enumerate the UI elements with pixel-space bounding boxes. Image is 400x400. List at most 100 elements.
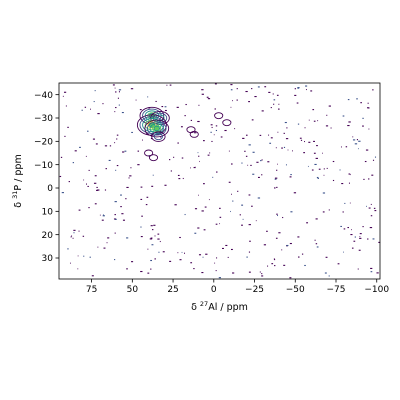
noise-point (261, 273, 263, 275)
noise-point (90, 108, 91, 110)
noise-point (85, 155, 87, 157)
noise-point (274, 259, 276, 261)
noise-point (130, 88, 134, 90)
noise-point (274, 177, 278, 179)
noise-point (152, 174, 154, 176)
x-tick-label: 0 (211, 285, 217, 295)
noise-point (208, 198, 210, 201)
noise-point (323, 168, 325, 170)
noise-point (131, 261, 134, 263)
noise-point (232, 200, 234, 202)
noise-point (297, 87, 300, 89)
noise-point (201, 210, 204, 212)
noise-point (261, 159, 263, 161)
noise-point (328, 275, 330, 277)
noise-point (137, 164, 140, 166)
noise-point (64, 135, 66, 137)
noise-point (283, 146, 286, 148)
noise-point (299, 137, 302, 139)
noise-point (230, 89, 233, 91)
noise-point (121, 213, 124, 215)
noise-point (103, 247, 106, 249)
noise-point (205, 253, 208, 255)
noise-point (220, 136, 223, 138)
noise-point (116, 134, 119, 136)
noise-point (104, 145, 108, 147)
noise-point (239, 214, 241, 216)
noise-point (120, 206, 122, 208)
noise-point (159, 131, 162, 133)
peak-contour (144, 119, 160, 131)
noise-point (345, 146, 348, 148)
noise-point (273, 103, 275, 105)
peak-contour (151, 131, 166, 142)
noise-point (169, 260, 172, 262)
noise-point (326, 114, 328, 116)
noise-point (245, 155, 248, 157)
noise-point (300, 139, 303, 141)
noise-point (211, 140, 213, 143)
noise-point (362, 117, 364, 119)
noise-point (371, 174, 374, 176)
noise-point (147, 96, 149, 98)
noise-point (368, 207, 371, 209)
noise-point (150, 237, 153, 239)
noise-point (115, 106, 117, 109)
noise-point (315, 218, 318, 220)
noise-point (126, 237, 129, 239)
noise-point (362, 226, 364, 228)
noise-point (114, 201, 117, 203)
y-tick-label: 0 (47, 184, 53, 194)
noise-point (294, 94, 297, 96)
noise-point (286, 244, 289, 247)
noise-point (368, 128, 370, 130)
noise-point (193, 167, 196, 169)
peak-contour (149, 123, 164, 134)
noise-point (197, 120, 200, 123)
noise-point (270, 137, 273, 139)
noise-point (317, 177, 319, 180)
noise-point (282, 216, 284, 219)
y-axis: −40 −30 −20 −10 0 10 20 30 (34, 91, 59, 264)
noise-point (324, 272, 327, 274)
y-tick-label: −20 (34, 138, 53, 148)
noise-point (94, 203, 97, 205)
noise-point (241, 204, 244, 206)
noise-point (83, 255, 85, 257)
noise-point (364, 160, 367, 163)
noise-point (70, 236, 72, 238)
noise-point (363, 178, 365, 180)
noise-point (214, 108, 216, 110)
noise-point (79, 146, 81, 148)
noise-point (166, 84, 168, 86)
noise-point (249, 240, 251, 242)
noise-point (314, 163, 317, 166)
noise-point (268, 134, 270, 136)
noise-point (234, 128, 236, 130)
noise-point (310, 90, 313, 92)
noise-point (122, 219, 126, 221)
noise-point (61, 192, 64, 194)
noise-point (95, 143, 98, 145)
noise-point (328, 209, 330, 211)
noise-point (360, 102, 362, 104)
peak-contour (144, 119, 170, 138)
noise-point (350, 234, 353, 236)
noise-point (266, 230, 268, 232)
noise-point (177, 142, 179, 144)
noise-point (274, 265, 276, 267)
noise-point (219, 223, 221, 225)
noise-point (297, 236, 300, 238)
noise-point (349, 173, 351, 176)
noise-point (160, 136, 162, 138)
noise-point (88, 169, 90, 171)
noise-point (347, 226, 349, 229)
noise-point (206, 96, 209, 98)
noise-point (135, 99, 137, 101)
noise-point (228, 181, 231, 183)
y-tick-label: 10 (42, 208, 54, 218)
noise-point (73, 232, 75, 234)
noise-point (131, 131, 133, 134)
peak-contour (152, 125, 162, 132)
noise-point (305, 85, 308, 87)
